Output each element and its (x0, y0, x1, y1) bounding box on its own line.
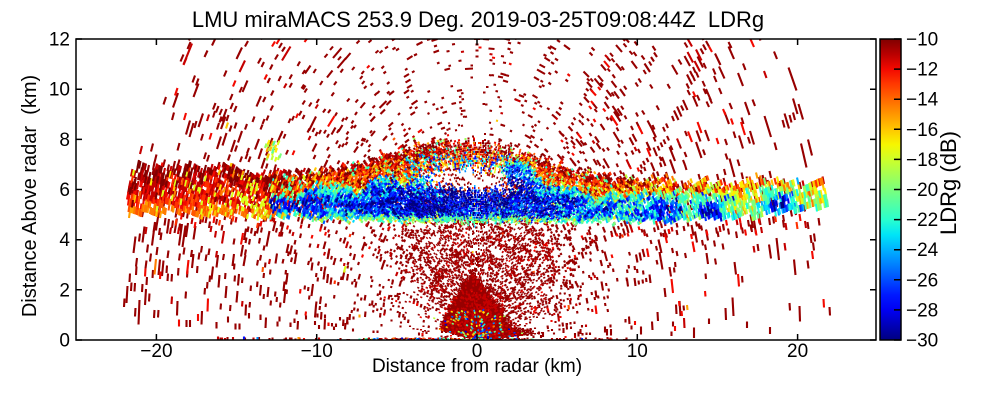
svg-text:0: 0 (472, 341, 483, 362)
svg-text:−10: −10 (301, 341, 333, 362)
svg-text:6: 6 (59, 180, 70, 201)
svg-text:−24: −24 (906, 240, 939, 261)
svg-text:Distance Above radar (km): Distance Above radar (km) (19, 75, 41, 317)
svg-text:12: 12 (49, 30, 70, 51)
svg-text:4: 4 (59, 230, 70, 251)
svg-text:−20: −20 (906, 180, 938, 201)
svg-text:10: 10 (49, 80, 70, 101)
svg-text:−28: −28 (906, 300, 938, 321)
svg-text:−10: −10 (906, 30, 938, 51)
svg-text:Distance from radar (km): Distance from radar (km) (372, 356, 582, 377)
svg-text:−18: −18 (906, 150, 938, 171)
svg-text:−16: −16 (906, 120, 938, 141)
svg-text:−14: −14 (906, 90, 939, 111)
svg-text:−26: −26 (906, 270, 938, 291)
svg-text:−20: −20 (140, 341, 172, 362)
svg-text:2: 2 (59, 280, 70, 301)
svg-text:8: 8 (59, 130, 70, 151)
svg-text:0: 0 (59, 331, 70, 352)
svg-text:LMU miraMACS 253.9 Deg. 2019-0: LMU miraMACS 253.9 Deg. 2019-03-25T09:08… (192, 7, 764, 32)
svg-text:−12: −12 (906, 60, 938, 81)
svg-text:20: 20 (787, 341, 808, 362)
svg-text:−22: −22 (906, 210, 938, 231)
svg-text:10: 10 (627, 341, 648, 362)
svg-text:LDRg (dB): LDRg (dB) (936, 131, 961, 235)
svg-text:−30: −30 (906, 331, 938, 352)
